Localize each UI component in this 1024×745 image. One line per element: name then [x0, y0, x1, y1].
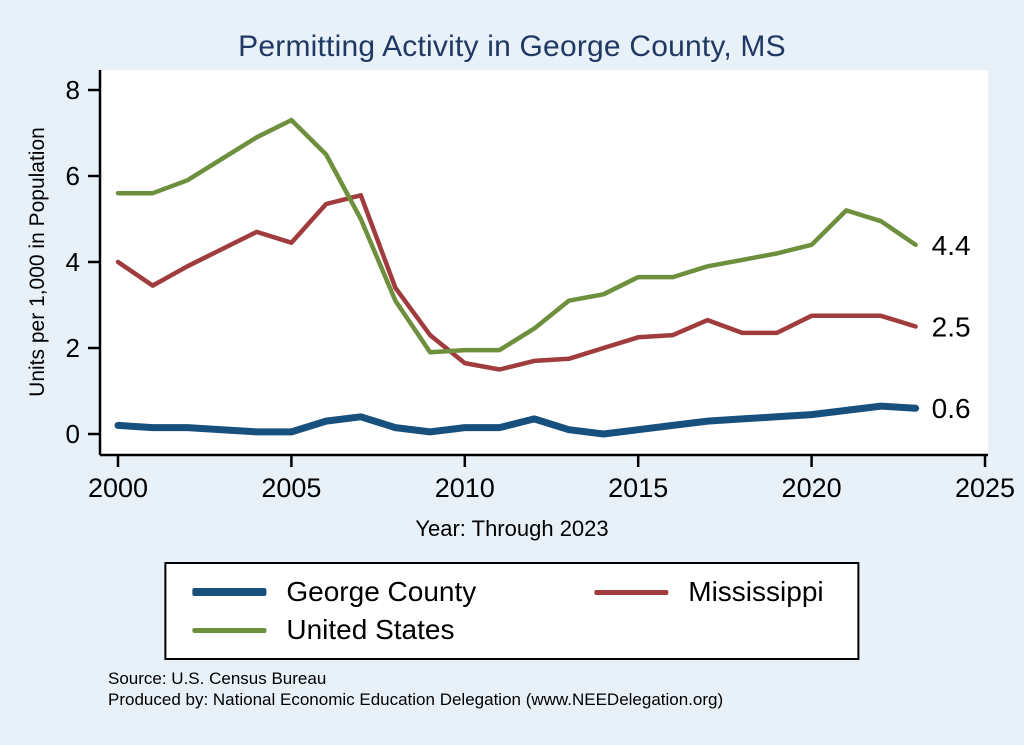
- source-note: Source: U.S. Census Bureau: [108, 669, 327, 688]
- end-label-united-states: 4.4: [932, 230, 971, 261]
- x-tick-label-3: 2015: [608, 473, 668, 503]
- x-tick-label-5: 2025: [955, 473, 1015, 503]
- series-line-george-county: [114, 402, 920, 438]
- legend-item-george-county: George County: [192, 576, 476, 608]
- x-tick-label-0: 2000: [88, 473, 148, 503]
- series-line-mississippi: [115, 193, 918, 372]
- chart-title: Permitting Activity in George County, MS: [238, 30, 786, 63]
- legend-label-united-states: United States: [286, 614, 455, 645]
- legend-item-mississippi: Mississippi: [594, 576, 824, 608]
- y-tick-label-2: 4: [66, 247, 80, 277]
- x-tick-label-2: 2010: [435, 473, 495, 503]
- legend-item-united-states: United States: [192, 614, 476, 646]
- legend-label-george-county: George County: [286, 576, 477, 607]
- legend-label-mississippi: Mississippi: [688, 576, 824, 607]
- legend-swatch-united-states: [192, 627, 267, 633]
- x-axis-label: Year: Through 2023: [415, 516, 609, 541]
- end-label-george-county: 0.6: [932, 393, 971, 424]
- x-tick-label-1: 2005: [261, 473, 321, 503]
- legend-swatch-mississippi: [594, 589, 669, 595]
- legend: George County Mississippi United States: [164, 562, 860, 660]
- y-tick-label-4: 8: [66, 75, 80, 105]
- y-tick-label-1: 2: [66, 333, 80, 363]
- legend-swatch-george-county: [192, 588, 267, 596]
- y-tick-label-3: 6: [66, 161, 80, 191]
- end-label-mississippi: 2.5: [932, 312, 971, 343]
- y-axis-label: Units per 1,000 in Population: [26, 127, 49, 397]
- notes: Source: U.S. Census Bureau Produced by: …: [108, 668, 723, 710]
- plot-background: [100, 70, 988, 455]
- credit-note: Produced by: National Economic Education…: [108, 690, 724, 709]
- series-line-united-states: [115, 117, 918, 355]
- x-tick-label-4: 2020: [782, 473, 842, 503]
- y-tick-label-0: 0: [66, 419, 80, 449]
